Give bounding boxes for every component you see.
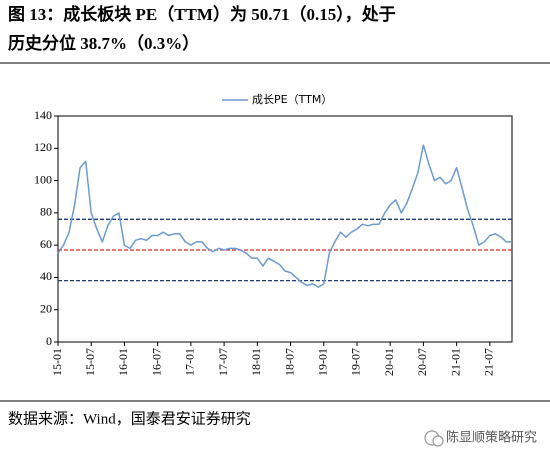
y-tick-label: 100 — [34, 172, 52, 186]
legend-label: 成长PE（TTM） — [252, 93, 332, 106]
x-tick-label: 19-07 — [349, 348, 363, 376]
watermark-icon — [424, 430, 444, 447]
x-tick-label: 17-01 — [183, 348, 197, 376]
x-tick-label: 21-07 — [482, 348, 496, 376]
x-tick-label: 17-07 — [216, 348, 230, 376]
x-tick-label: 18-07 — [282, 348, 296, 376]
x-tick-label: 16-01 — [116, 348, 130, 376]
y-tick-label: 0 — [46, 334, 52, 348]
x-tick-label: 20-07 — [415, 348, 429, 376]
plot-frame — [57, 115, 513, 343]
title-line: 历史分位 38.7%（0.3%） — [8, 33, 199, 53]
x-tick-label: 20-01 — [382, 348, 396, 376]
y-tick-label: 140 — [34, 108, 52, 122]
y-tick-label: 80 — [40, 205, 52, 219]
source: 数据来源：Wind，国泰君安证券研究 — [8, 410, 251, 427]
title-line: 图 13：成长板块 PE（TTM）为 50.71（0.15），处于 — [8, 4, 396, 24]
y-tick-label: 40 — [40, 269, 52, 283]
y-tick-label: 20 — [40, 301, 52, 315]
x-tick-label: 18-01 — [249, 348, 263, 376]
y-tick-label: 120 — [34, 140, 52, 154]
x-tick-label: 16-07 — [149, 348, 163, 376]
y-tick-label: 60 — [40, 237, 52, 251]
series-line — [57, 144, 512, 288]
watermark: 陈显顺策略研究 — [446, 430, 537, 446]
x-tick-label: 15-07 — [83, 348, 97, 376]
x-tick-label: 19-01 — [316, 348, 330, 376]
x-tick-label: 15-01 — [50, 348, 64, 376]
x-tick-label: 21-01 — [448, 348, 462, 376]
